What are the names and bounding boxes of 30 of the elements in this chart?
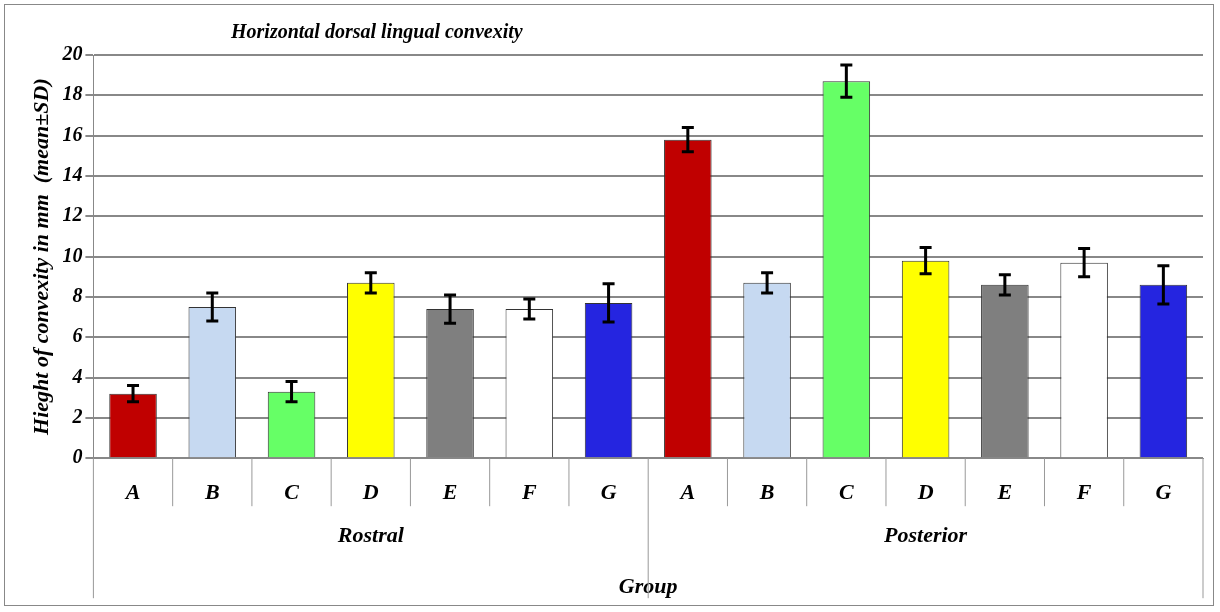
x-tick-label: F	[520, 479, 537, 505]
y-tick-label: 0	[72, 445, 83, 468]
x-tick-label: E	[996, 479, 1013, 505]
y-tick-label: 4	[71, 364, 83, 387]
y-tick-label: 12	[62, 203, 83, 226]
x-axis-title: Group	[618, 573, 678, 599]
y-tick-label: 2	[71, 405, 83, 428]
x-tick-label: E	[441, 479, 458, 505]
x-tick-label: B	[203, 479, 220, 505]
x-tick-label: G	[1155, 479, 1172, 505]
y-tick-label: 10	[62, 243, 83, 266]
x-tick-label: D	[361, 479, 379, 505]
y-axis-title: Hieght of convexity in mm (mean±SD)	[27, 78, 53, 436]
y-tick-label: 16	[62, 122, 83, 145]
text: Rostral	[336, 521, 405, 547]
y-tick-label: 14	[62, 163, 83, 186]
x-tick-label: A	[678, 479, 696, 505]
x-tick-label: G	[600, 479, 617, 505]
y-tick-label: 8	[72, 284, 83, 307]
text: Posterior	[883, 521, 968, 547]
chart-title: Horizontal dorsal lingual convexity	[230, 20, 523, 44]
x-tick-label: A	[123, 479, 141, 505]
x-tick-label: C	[284, 479, 300, 505]
x-tick-label: C	[839, 479, 854, 505]
x-tick-label: F	[1075, 479, 1092, 505]
y-tick-label: 18	[62, 82, 83, 105]
x-tick-label: D	[916, 479, 934, 505]
y-tick-label: 20	[61, 42, 83, 65]
x-tick-label: B	[758, 479, 775, 505]
y-tick-label: 6	[72, 324, 83, 347]
